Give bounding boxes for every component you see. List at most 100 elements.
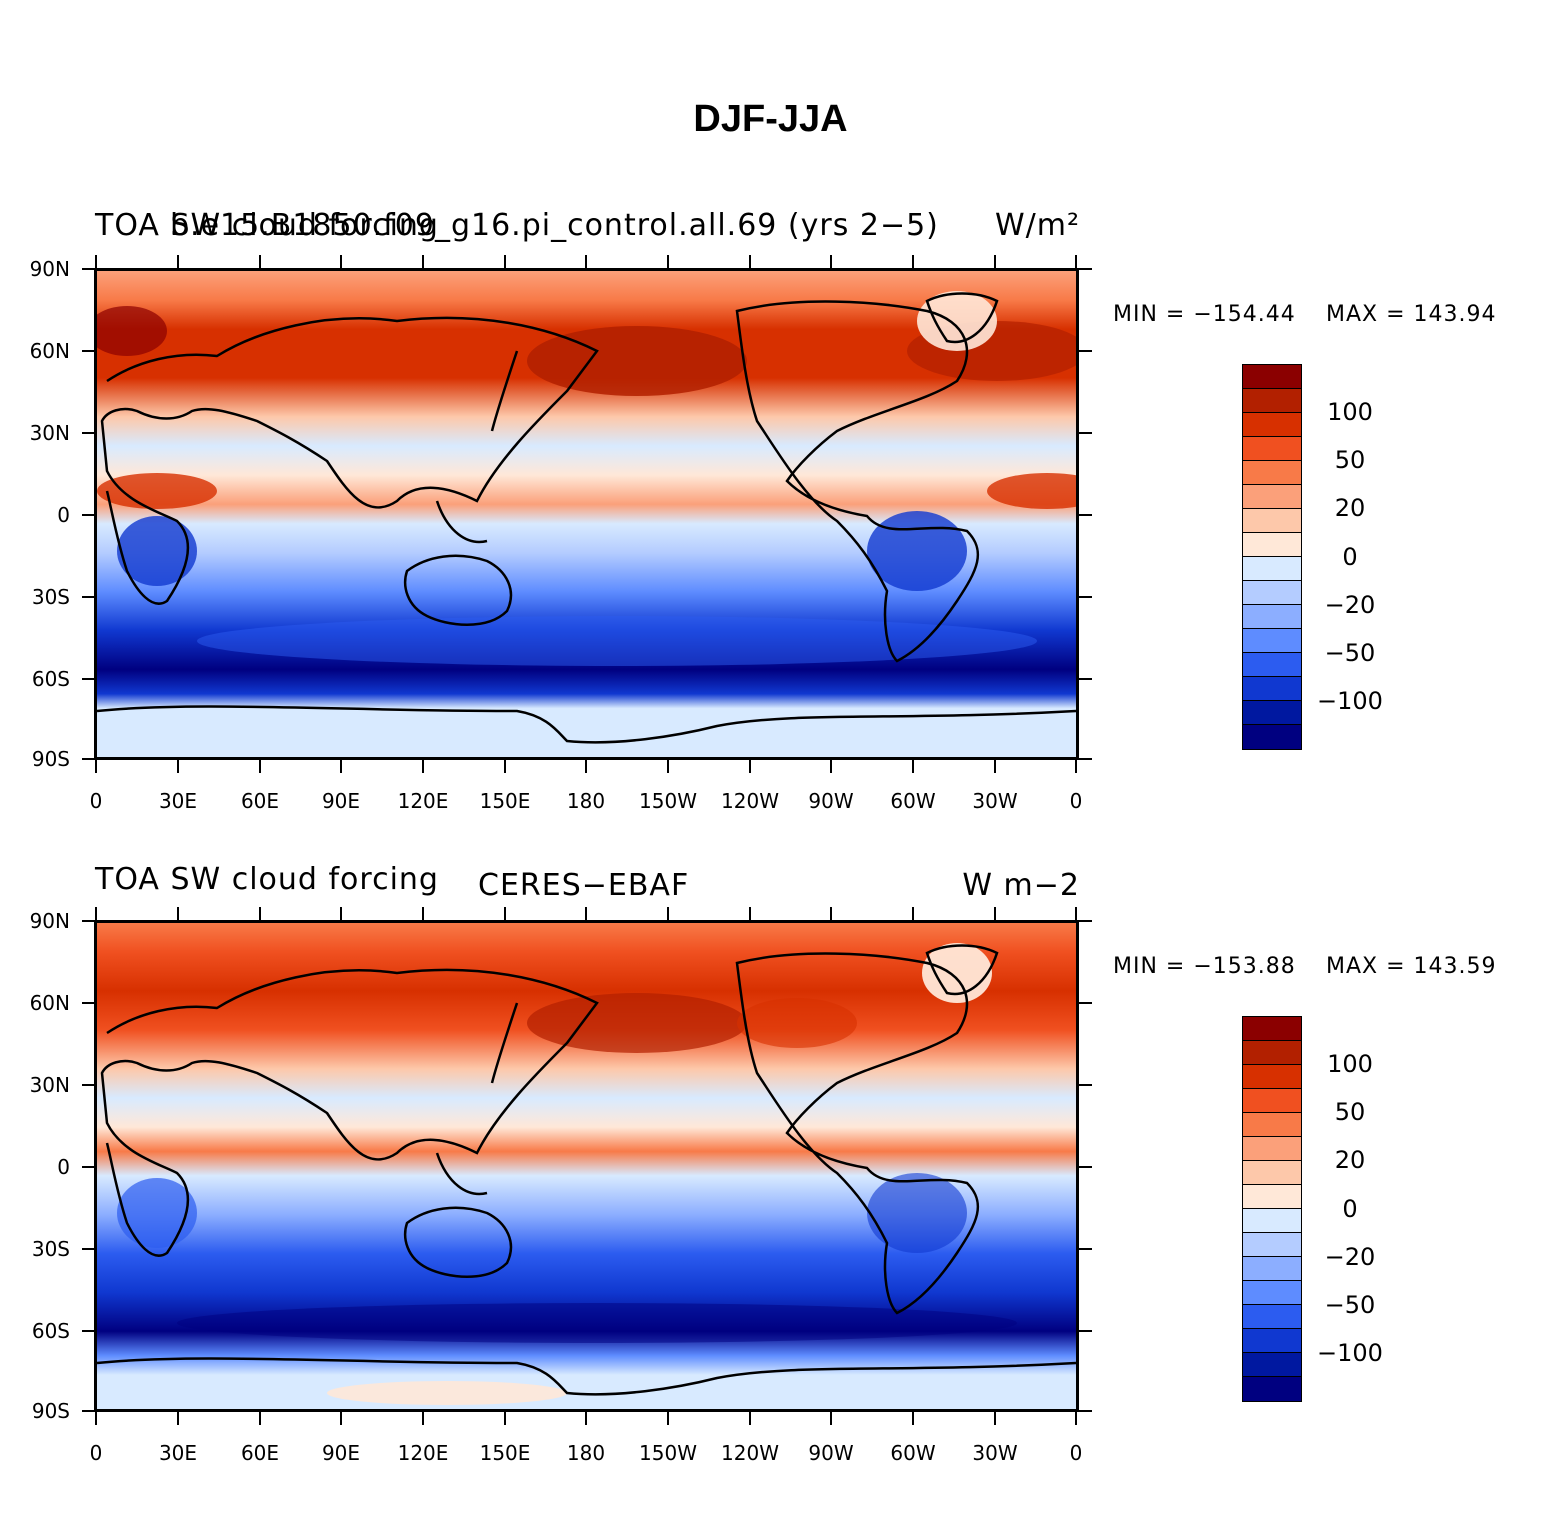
colorbar-swatch (1243, 365, 1301, 389)
colorbar-swatch (1243, 509, 1301, 533)
colorbar-swatch (1243, 1089, 1301, 1113)
lat-tick-label: 90N (29, 257, 70, 281)
colorbar (1242, 364, 1302, 750)
colorbar-swatch (1243, 1113, 1301, 1137)
lon-tick-label: 90W (808, 789, 854, 813)
lon-tick-label: 0 (1069, 1441, 1083, 1465)
colorbar-swatch (1243, 557, 1301, 581)
map-field (97, 923, 1076, 1409)
lon-tick-label: 150W (639, 789, 697, 813)
colorbar-swatch (1243, 1329, 1301, 1353)
colorbar-label: −20 (1324, 591, 1376, 619)
lon-tick-label: 120E (397, 789, 449, 813)
lat-tick-label: 30N (29, 1073, 70, 1097)
panel-center-label: b.e15.B1850.f09_g16.pi_control.all.69 (y… (170, 208, 939, 243)
colorbar-swatch (1243, 1017, 1301, 1041)
lon-tick-label: 60E (240, 789, 280, 813)
colorbar-swatch (1243, 1257, 1301, 1281)
lon-tick-label: 180 (566, 1441, 606, 1465)
colorbar-swatch (1243, 1209, 1301, 1233)
lon-tick-label: 90E (321, 789, 361, 813)
colorbar-label: 100 (1327, 1050, 1373, 1078)
colorbar-swatch (1243, 485, 1301, 509)
colorbar-swatch (1243, 461, 1301, 485)
colorbar-swatch (1243, 581, 1301, 605)
colorbar-swatch (1243, 389, 1301, 413)
lon-tick-label: 0 (1069, 789, 1083, 813)
lon-tick-label: 30W (972, 1441, 1018, 1465)
panel-units-label: W m−2 (962, 868, 1080, 903)
lon-tick-label: 150E (479, 789, 531, 813)
lon-tick-label: 60E (240, 1441, 280, 1465)
lon-tick-label: 90E (321, 1441, 361, 1465)
lat-tick-label: 90S (31, 747, 70, 771)
panel-center-label: CERES−EBAF (478, 868, 690, 903)
colorbar-label: 50 (1334, 446, 1366, 474)
colorbar-swatch (1243, 1137, 1301, 1161)
coastline-outline (97, 292, 1076, 744)
min-value-label: MIN = −154.44 (1113, 302, 1296, 327)
colorbar-swatch (1243, 413, 1301, 437)
panel-left-label: TOA SW cloud forcing (95, 862, 439, 897)
lat-tick-label: 30S (31, 585, 70, 609)
lon-tick-label: 30E (158, 1441, 198, 1465)
colorbar-label: −100 (1317, 687, 1383, 715)
min-value-label: MIN = −153.88 (1113, 954, 1296, 979)
lat-tick-label: 0 (57, 503, 70, 527)
map-plot (94, 920, 1079, 1412)
colorbar-swatch (1243, 1377, 1301, 1401)
lon-tick-label: 150E (479, 1441, 531, 1465)
colorbar-label: 100 (1327, 398, 1373, 426)
lon-tick-label: 120E (397, 1441, 449, 1465)
colorbar-swatch (1243, 677, 1301, 701)
lon-tick-label: 0 (89, 789, 103, 813)
colorbar-swatch (1243, 1233, 1301, 1257)
coastline-outline (97, 944, 1076, 1396)
lon-tick-label: 120W (721, 1441, 779, 1465)
lon-tick-label: 90W (808, 1441, 854, 1465)
colorbar-label: −20 (1324, 1243, 1376, 1271)
colorbar-label: −50 (1324, 1291, 1376, 1319)
colorbar-swatch (1243, 1065, 1301, 1089)
colorbar-swatch (1243, 1305, 1301, 1329)
colorbar-swatch (1243, 629, 1301, 653)
colorbar-swatch (1243, 1041, 1301, 1065)
colorbar-swatch (1243, 1281, 1301, 1305)
lat-tick-label: 0 (57, 1155, 70, 1179)
colorbar-label: 20 (1334, 494, 1366, 522)
lat-tick-label: 60N (29, 339, 70, 363)
lon-tick-label: 30E (158, 789, 198, 813)
lon-tick-label: 30W (972, 789, 1018, 813)
colorbar (1242, 1016, 1302, 1402)
max-value-label: MAX = 143.59 (1326, 954, 1497, 979)
colorbar-label: 20 (1334, 1146, 1366, 1174)
colorbar-swatch (1243, 725, 1301, 749)
colorbar-label: 0 (1342, 543, 1358, 571)
lat-tick-label: 90S (31, 1399, 70, 1423)
colorbar-swatch (1243, 437, 1301, 461)
map-field (97, 271, 1076, 757)
colorbar-swatch (1243, 701, 1301, 725)
lon-tick-label: 180 (566, 789, 606, 813)
panel-left-label: TOA SW cloud forcing (95, 208, 439, 243)
lat-tick-label: 30N (29, 421, 70, 445)
panel-units-label: W/m² (994, 208, 1080, 243)
colorbar-swatch (1243, 605, 1301, 629)
lon-tick-label: 150W (639, 1441, 697, 1465)
colorbar-swatch (1243, 1353, 1301, 1377)
lat-tick-label: 60S (31, 1319, 70, 1343)
colorbar-label: −50 (1324, 639, 1376, 667)
lat-tick-label: 60N (29, 991, 70, 1015)
lat-tick-label: 90N (29, 909, 70, 933)
colorbar-label: −100 (1317, 1339, 1383, 1367)
colorbar-label: 0 (1342, 1195, 1358, 1223)
lon-tick-label: 60W (890, 1441, 936, 1465)
colorbar-swatch (1243, 1185, 1301, 1209)
lat-tick-label: 60S (31, 667, 70, 691)
colorbar-label: 50 (1334, 1098, 1366, 1126)
lat-tick-label: 30S (31, 1237, 70, 1261)
colorbar-swatch (1243, 653, 1301, 677)
colorbar-swatch (1243, 1161, 1301, 1185)
lon-tick-label: 0 (89, 1441, 103, 1465)
figure-title: DJF-JJA (693, 98, 848, 140)
